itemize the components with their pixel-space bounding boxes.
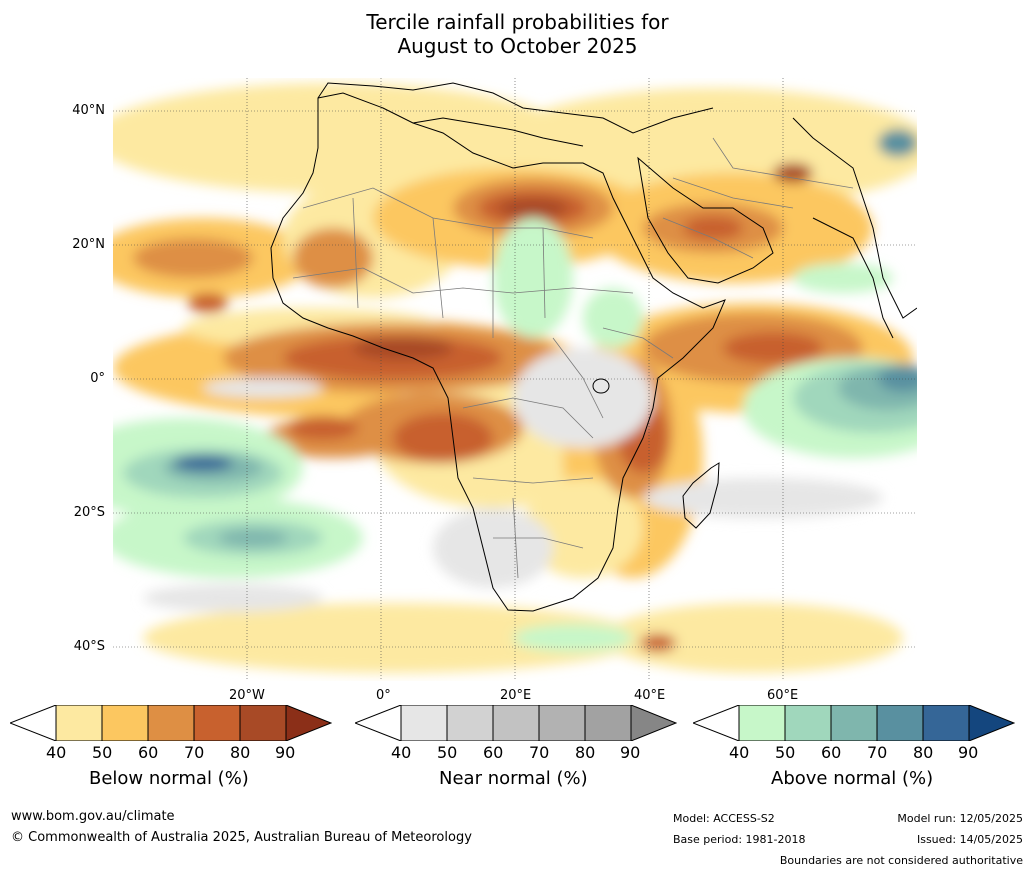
cb-above-40-50 [738,705,786,741]
lon-label-60e: 60°E [767,688,799,703]
cb-near-tick-60: 60 [483,743,504,762]
base-period-text: Base period: 1981-2018 [673,833,806,846]
cb-below-tick-90: 90 [275,743,296,762]
title-line-2: August to October 2025 [397,34,638,58]
cb-below-tick-50: 50 [92,743,113,762]
model-text: Model: ACCESS-S2 [673,812,775,825]
lon-label-20w: 20°W [229,688,265,703]
cb-below-label: Below normal (%) [89,768,249,789]
cb-above-50-60 [784,705,832,741]
title-line-1: Tercile rainfall probabilities for [366,10,669,34]
cb-below-tick-60: 60 [138,743,159,762]
cb-above-arrow-low [693,705,740,741]
disclaimer-text: Boundaries are not considered authoritat… [779,854,1023,867]
graticule [113,78,917,681]
lat-label-40s: 40°S [73,639,105,654]
lat-label-20n: 20°N [72,237,105,252]
cb-near-80-90 [584,705,632,741]
cb-near-arrow-low [355,705,402,741]
cb-below-80-90 [239,705,287,741]
cb-near-tick-70: 70 [529,743,550,762]
colorbar-near-normal [355,705,677,741]
website-link[interactable]: www.bom.gov.au/climate [11,809,175,824]
copyright-text: © Commonwealth of Australia 2025, Austra… [11,830,472,845]
lon-label-0: 0° [376,688,391,703]
cb-above-80-90 [922,705,970,741]
model-run-text: Model run: 12/05/2025 [897,812,1023,825]
lat-label-40n: 40°N [72,103,105,118]
lat-label-20s: 20°S [73,505,105,520]
cb-near-tick-90: 90 [620,743,641,762]
cb-near-arrow-high [630,705,677,741]
cb-near-tick-40: 40 [391,743,412,762]
cb-near-tick-50: 50 [437,743,458,762]
cb-below-40-50 [55,705,103,741]
cb-below-60-70 [147,705,195,741]
issued-text: Issued: 14/05/2025 [916,833,1023,846]
lon-label-20e: 20°E [500,688,532,703]
cb-near-tick-80: 80 [575,743,596,762]
lon-label-40e: 40°E [634,688,666,703]
cb-above-tick-50: 50 [775,743,796,762]
cb-near-label: Near normal (%) [439,768,588,789]
lat-label-0: 0° [90,371,105,386]
rainfall-probability-map [113,78,917,681]
cb-near-50-60 [446,705,494,741]
cb-above-tick-40: 40 [729,743,750,762]
cb-below-tick-80: 80 [230,743,251,762]
cb-below-arrow-high [285,705,332,741]
cb-below-tick-70: 70 [184,743,205,762]
country-borders [292,137,854,579]
colorbar-below-normal [10,705,332,741]
cb-near-60-70 [492,705,540,741]
cb-above-tick-60: 60 [821,743,842,762]
cb-above-label: Above normal (%) [771,768,934,789]
cb-above-tick-80: 80 [913,743,934,762]
cb-below-50-60 [101,705,149,741]
cb-near-40-50 [400,705,448,741]
cb-above-tick-90: 90 [958,743,979,762]
cb-above-60-70 [830,705,878,741]
map-title: Tercile rainfall probabilities for Augus… [0,10,1035,58]
cb-below-tick-40: 40 [46,743,67,762]
cb-above-arrow-high [968,705,1015,741]
coastlines [270,82,917,612]
colorbar-above-normal [693,705,1015,741]
cb-above-tick-70: 70 [867,743,888,762]
cb-near-70-80 [538,705,586,741]
map-canvas [113,78,917,681]
cb-below-arrow-low [10,705,57,741]
cb-above-70-80 [876,705,924,741]
cb-below-70-80 [193,705,241,741]
